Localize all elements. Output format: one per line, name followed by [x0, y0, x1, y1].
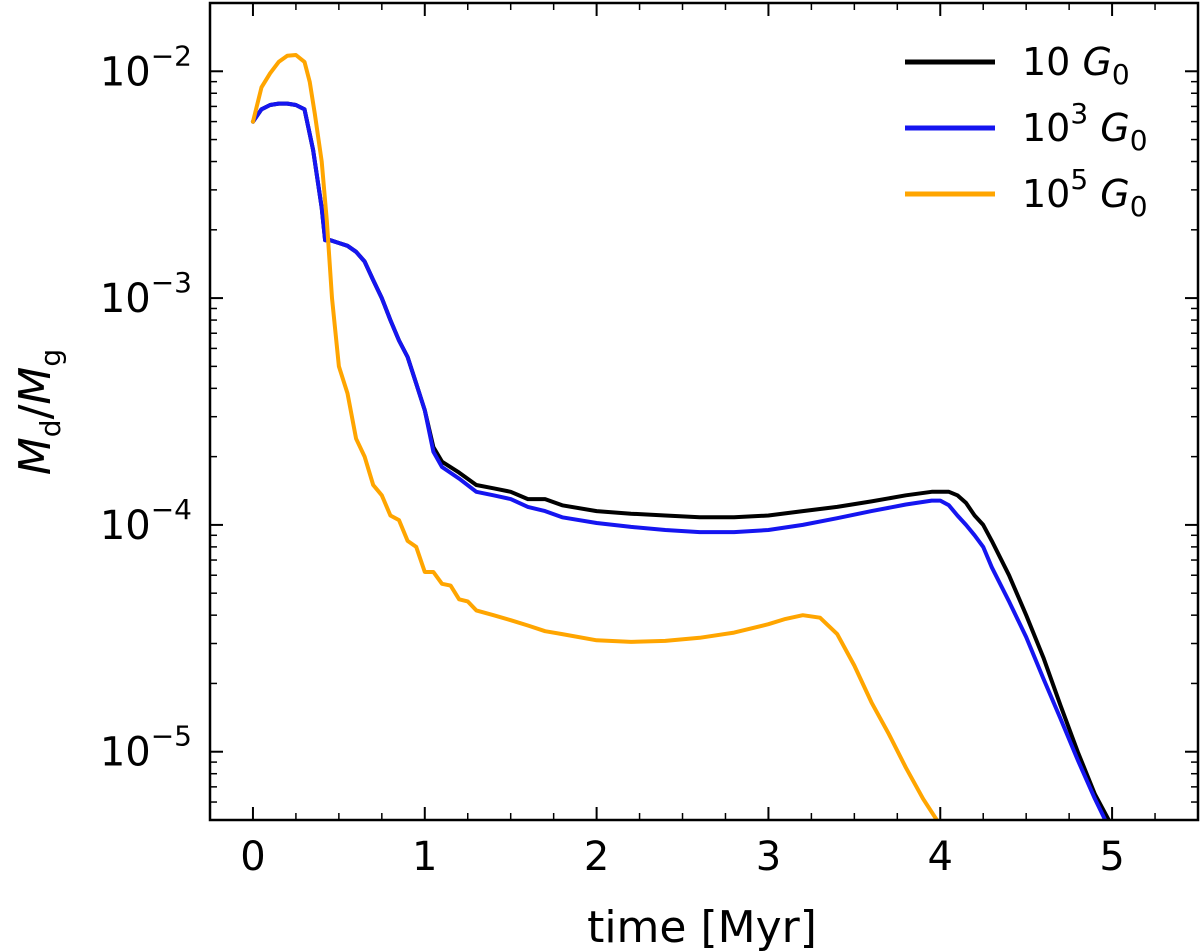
y-tick-label: 10−5: [100, 720, 192, 776]
y-tick-labels: 10−2 10−3 10−4 10−5: [100, 39, 192, 775]
x-tick-label: 2: [584, 834, 609, 880]
y-tick-label: 10−3: [100, 266, 192, 322]
x-axis-label: time [Myr]: [587, 902, 817, 952]
x-tick-label: 0: [240, 834, 265, 880]
series-line-2: [251, 101, 1108, 820]
x-tick-label: 3: [756, 834, 781, 880]
y-tick-label: 10−4: [100, 493, 192, 549]
x-tick-label: 4: [928, 834, 953, 880]
x-tick-label: 5: [1099, 834, 1124, 880]
series-line-3: [251, 53, 939, 820]
major-ticks: [210, 3, 1198, 820]
legend-label: 105 G0: [1022, 163, 1148, 223]
legend-label: 103 G0: [1022, 97, 1148, 157]
x-tick-labels: 0 1 2 3 4 5: [240, 834, 1125, 880]
y-axis-label: Md/Mg: [10, 349, 67, 475]
series-layer: [251, 53, 1111, 820]
x-tick-label: 1: [412, 834, 437, 880]
legend-label: 10 G0: [1022, 40, 1130, 91]
y-tick-label: 10−2: [100, 39, 192, 95]
plot-frame: [208, 1, 1200, 822]
